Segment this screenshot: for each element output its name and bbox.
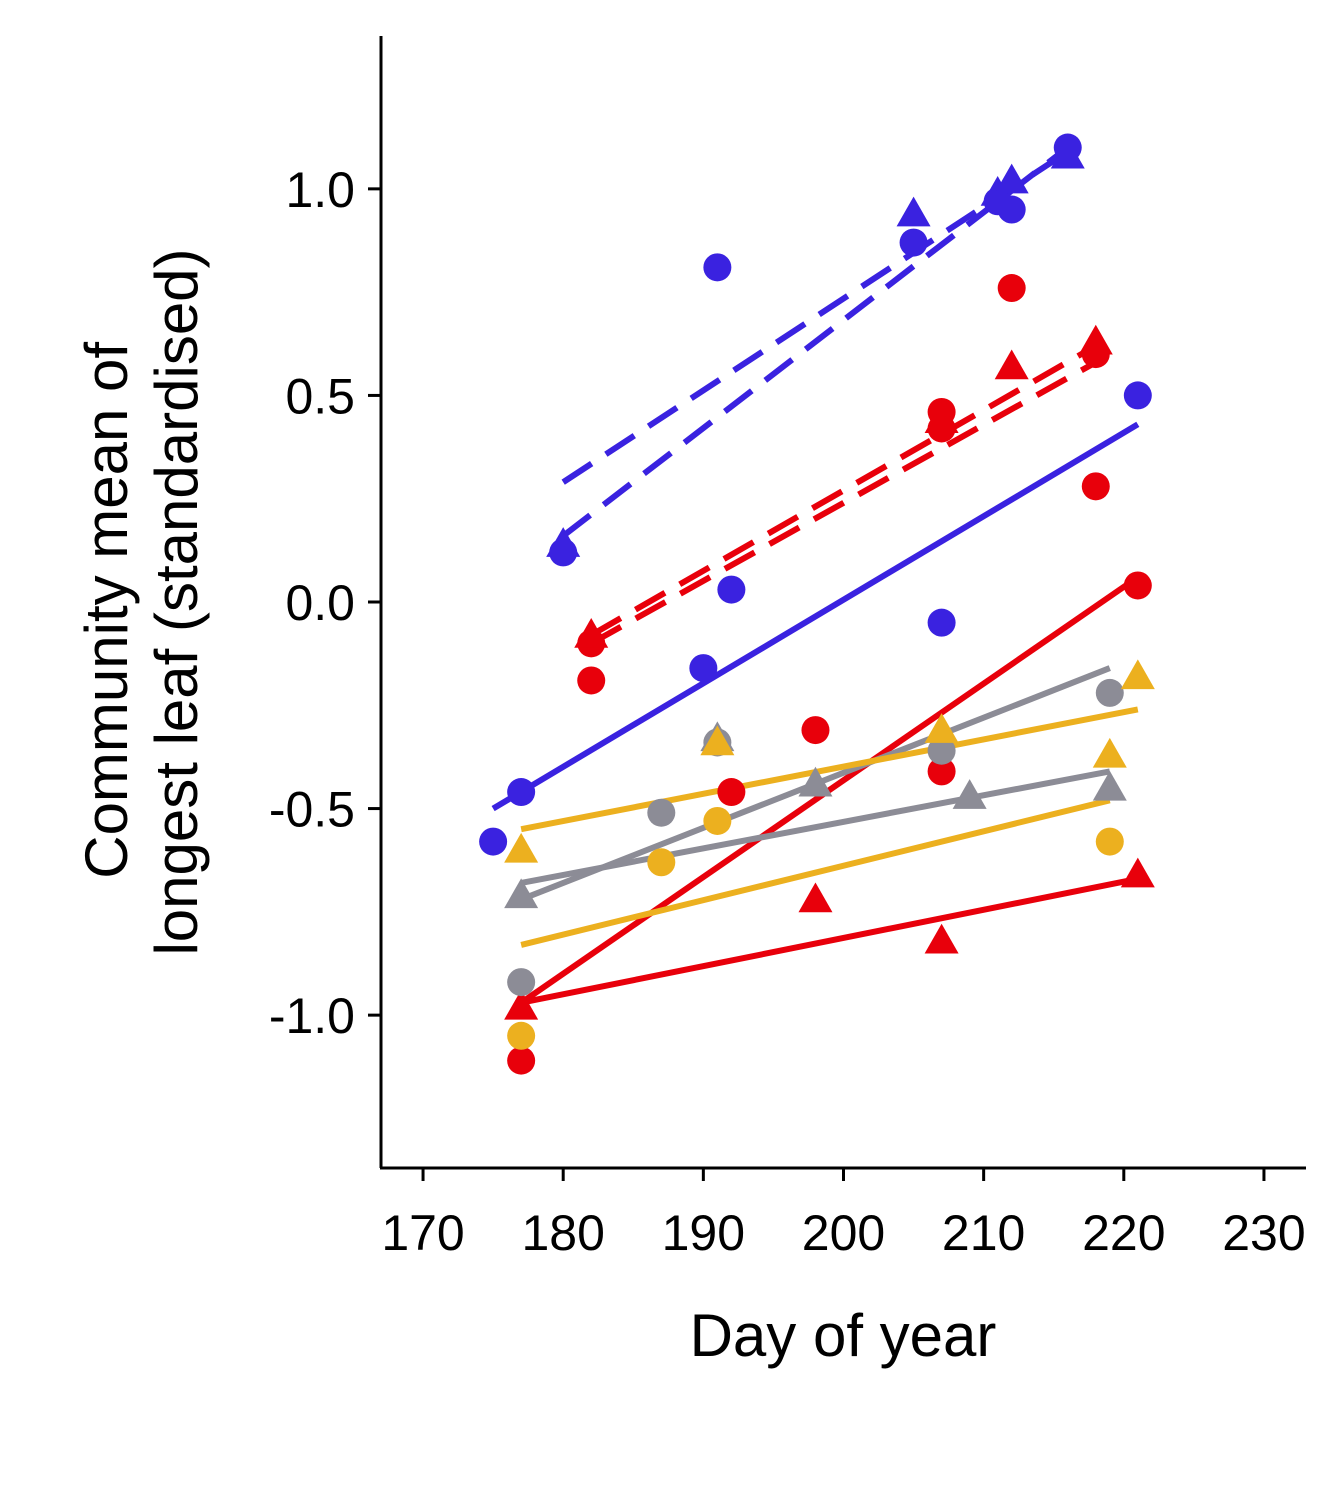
triangle-point bbox=[1078, 324, 1113, 355]
circle-point bbox=[577, 666, 606, 695]
triangle-point bbox=[504, 878, 539, 909]
triangle-point bbox=[574, 618, 609, 648]
triangle-point bbox=[924, 923, 959, 954]
circle-point bbox=[689, 654, 718, 683]
circle-point bbox=[717, 575, 746, 604]
circle-point bbox=[507, 1021, 536, 1050]
circle-point bbox=[647, 848, 676, 877]
triangle-point bbox=[924, 713, 959, 743]
circle-point bbox=[801, 716, 830, 745]
circle-point bbox=[1123, 571, 1152, 600]
x-tick-label: 220 bbox=[1082, 1205, 1165, 1261]
ticks: 170 180 190 200 210 220 230 -1.0 -0.5 0.0 0.5 1.0 bbox=[269, 162, 1306, 1261]
circle-point bbox=[647, 798, 676, 827]
circle-point bbox=[997, 274, 1026, 303]
fit-line bbox=[520, 797, 1111, 948]
circle-point bbox=[703, 253, 732, 282]
fit-line bbox=[491, 421, 1140, 812]
circle-point bbox=[927, 736, 956, 765]
circle-point bbox=[927, 608, 956, 637]
circle-point bbox=[1095, 827, 1124, 856]
y-axis-title-line-1: Community mean of bbox=[73, 342, 140, 879]
triangle-point bbox=[952, 779, 987, 809]
circle-point bbox=[1123, 381, 1152, 410]
triangle-point bbox=[994, 349, 1029, 380]
fit-lines bbox=[491, 145, 1140, 1006]
triangle-point bbox=[700, 725, 735, 756]
triangle-point bbox=[504, 989, 539, 1020]
y-tick-label: 0.5 bbox=[285, 368, 355, 424]
circle-point bbox=[1095, 678, 1124, 707]
triangle-point bbox=[504, 832, 539, 863]
fit-line bbox=[520, 706, 1139, 833]
y-tick-label: -1.0 bbox=[269, 988, 355, 1044]
circle-point bbox=[507, 1046, 536, 1075]
circle-point bbox=[1081, 472, 1110, 501]
triangle-point bbox=[896, 196, 931, 227]
fit-line bbox=[520, 768, 1111, 886]
y-axis-title-line-2: longest leaf (standardised) bbox=[143, 248, 210, 955]
y-tick-label: 0.0 bbox=[285, 575, 355, 631]
triangle-point bbox=[798, 766, 833, 797]
triangle-point bbox=[1120, 659, 1155, 690]
x-axis-title: Day of year bbox=[690, 1302, 997, 1369]
circle-point bbox=[927, 757, 956, 786]
triangle-point bbox=[1092, 737, 1127, 768]
triangle-point bbox=[546, 527, 581, 557]
circle-point bbox=[899, 228, 928, 257]
circle-point bbox=[507, 778, 536, 807]
triangle-point bbox=[1092, 770, 1127, 801]
circle-point bbox=[703, 806, 732, 835]
x-tick-label: 210 bbox=[942, 1205, 1025, 1261]
y-axis-title: Community mean of longest leaf (standard… bbox=[73, 248, 210, 955]
x-tick-label: 180 bbox=[521, 1205, 604, 1261]
circle-point bbox=[479, 827, 508, 856]
fit-line bbox=[589, 343, 1098, 638]
circle-point bbox=[717, 778, 746, 807]
circle-point bbox=[507, 968, 536, 997]
fit-line bbox=[519, 574, 1140, 1006]
y-tick-label: -0.5 bbox=[269, 782, 355, 838]
triangle-point bbox=[798, 882, 833, 913]
x-tick-label: 190 bbox=[662, 1205, 745, 1261]
fit-line bbox=[589, 359, 1098, 646]
y-tick-label: 1.0 bbox=[285, 162, 355, 218]
fit-line bbox=[520, 875, 1139, 1006]
fit-line bbox=[561, 145, 1070, 539]
data-points bbox=[479, 133, 1155, 1075]
triangle-point bbox=[924, 403, 959, 433]
x-tick-label: 230 bbox=[1222, 1205, 1305, 1261]
triangle-point bbox=[1050, 138, 1085, 169]
x-tick-label: 170 bbox=[381, 1205, 464, 1261]
x-tick-label: 200 bbox=[802, 1205, 885, 1261]
triangle-point bbox=[1120, 857, 1155, 888]
triangle-point bbox=[994, 163, 1029, 194]
